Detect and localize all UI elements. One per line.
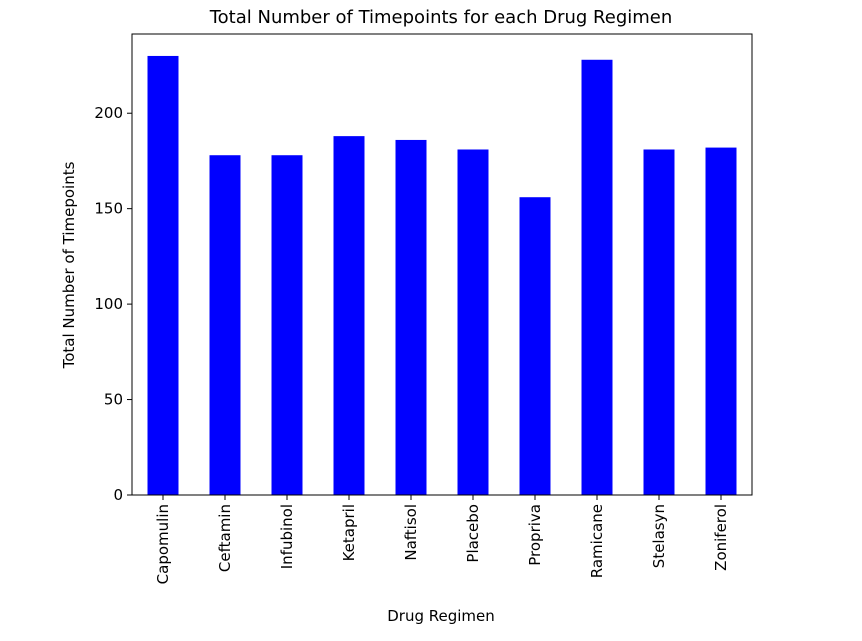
bar-propriva	[519, 197, 551, 495]
x-tick-label: Ramicane	[588, 504, 606, 578]
bar-naftisol	[395, 139, 427, 495]
bar-infubinol	[271, 155, 303, 495]
bar-ramicane	[581, 59, 613, 496]
y-tick-label: 0	[113, 486, 123, 504]
y-tick-label: 50	[104, 391, 123, 409]
x-tick-label: Capomulin	[154, 504, 172, 584]
bar-zoniferol	[705, 147, 737, 495]
x-tick-label: Stelasyn	[650, 504, 668, 568]
bar-capomulin	[147, 55, 179, 495]
y-tick-label: 100	[94, 295, 123, 313]
x-axis-label: Drug Regimen	[387, 607, 495, 625]
y-tick-label: 200	[94, 104, 123, 122]
bar-stelasyn	[643, 149, 675, 496]
x-tick-label: Ceftamin	[216, 504, 234, 572]
x-tick-label: Placebo	[464, 504, 482, 563]
y-axis-label: Total Number of Timepoints	[60, 161, 78, 369]
x-tick-label: Ketapril	[340, 504, 358, 561]
bars-group	[147, 55, 737, 496]
axes-frame	[131, 33, 753, 496]
plot-area: 0 50 100 150 200 Capomulin Ceftamin Infubinol K…	[94, 33, 753, 584]
bar-placebo	[457, 149, 489, 496]
bar-ceftamin	[209, 155, 241, 495]
x-axis-ticks: Capomulin Ceftamin Infubinol Ketapril Naftis…	[154, 495, 730, 584]
x-tick-label: Infubinol	[278, 504, 296, 569]
y-axis-ticks: 0 50 100 150 200	[94, 104, 132, 504]
chart-title: Total Number of Timepoints for each Drug…	[209, 7, 673, 28]
x-tick-label: Naftisol	[402, 504, 420, 561]
x-tick-label: Propriva	[526, 504, 544, 566]
y-tick-label: 150	[94, 200, 123, 218]
bar-ketapril	[333, 136, 365, 495]
x-tick-label: Zoniferol	[712, 504, 730, 571]
